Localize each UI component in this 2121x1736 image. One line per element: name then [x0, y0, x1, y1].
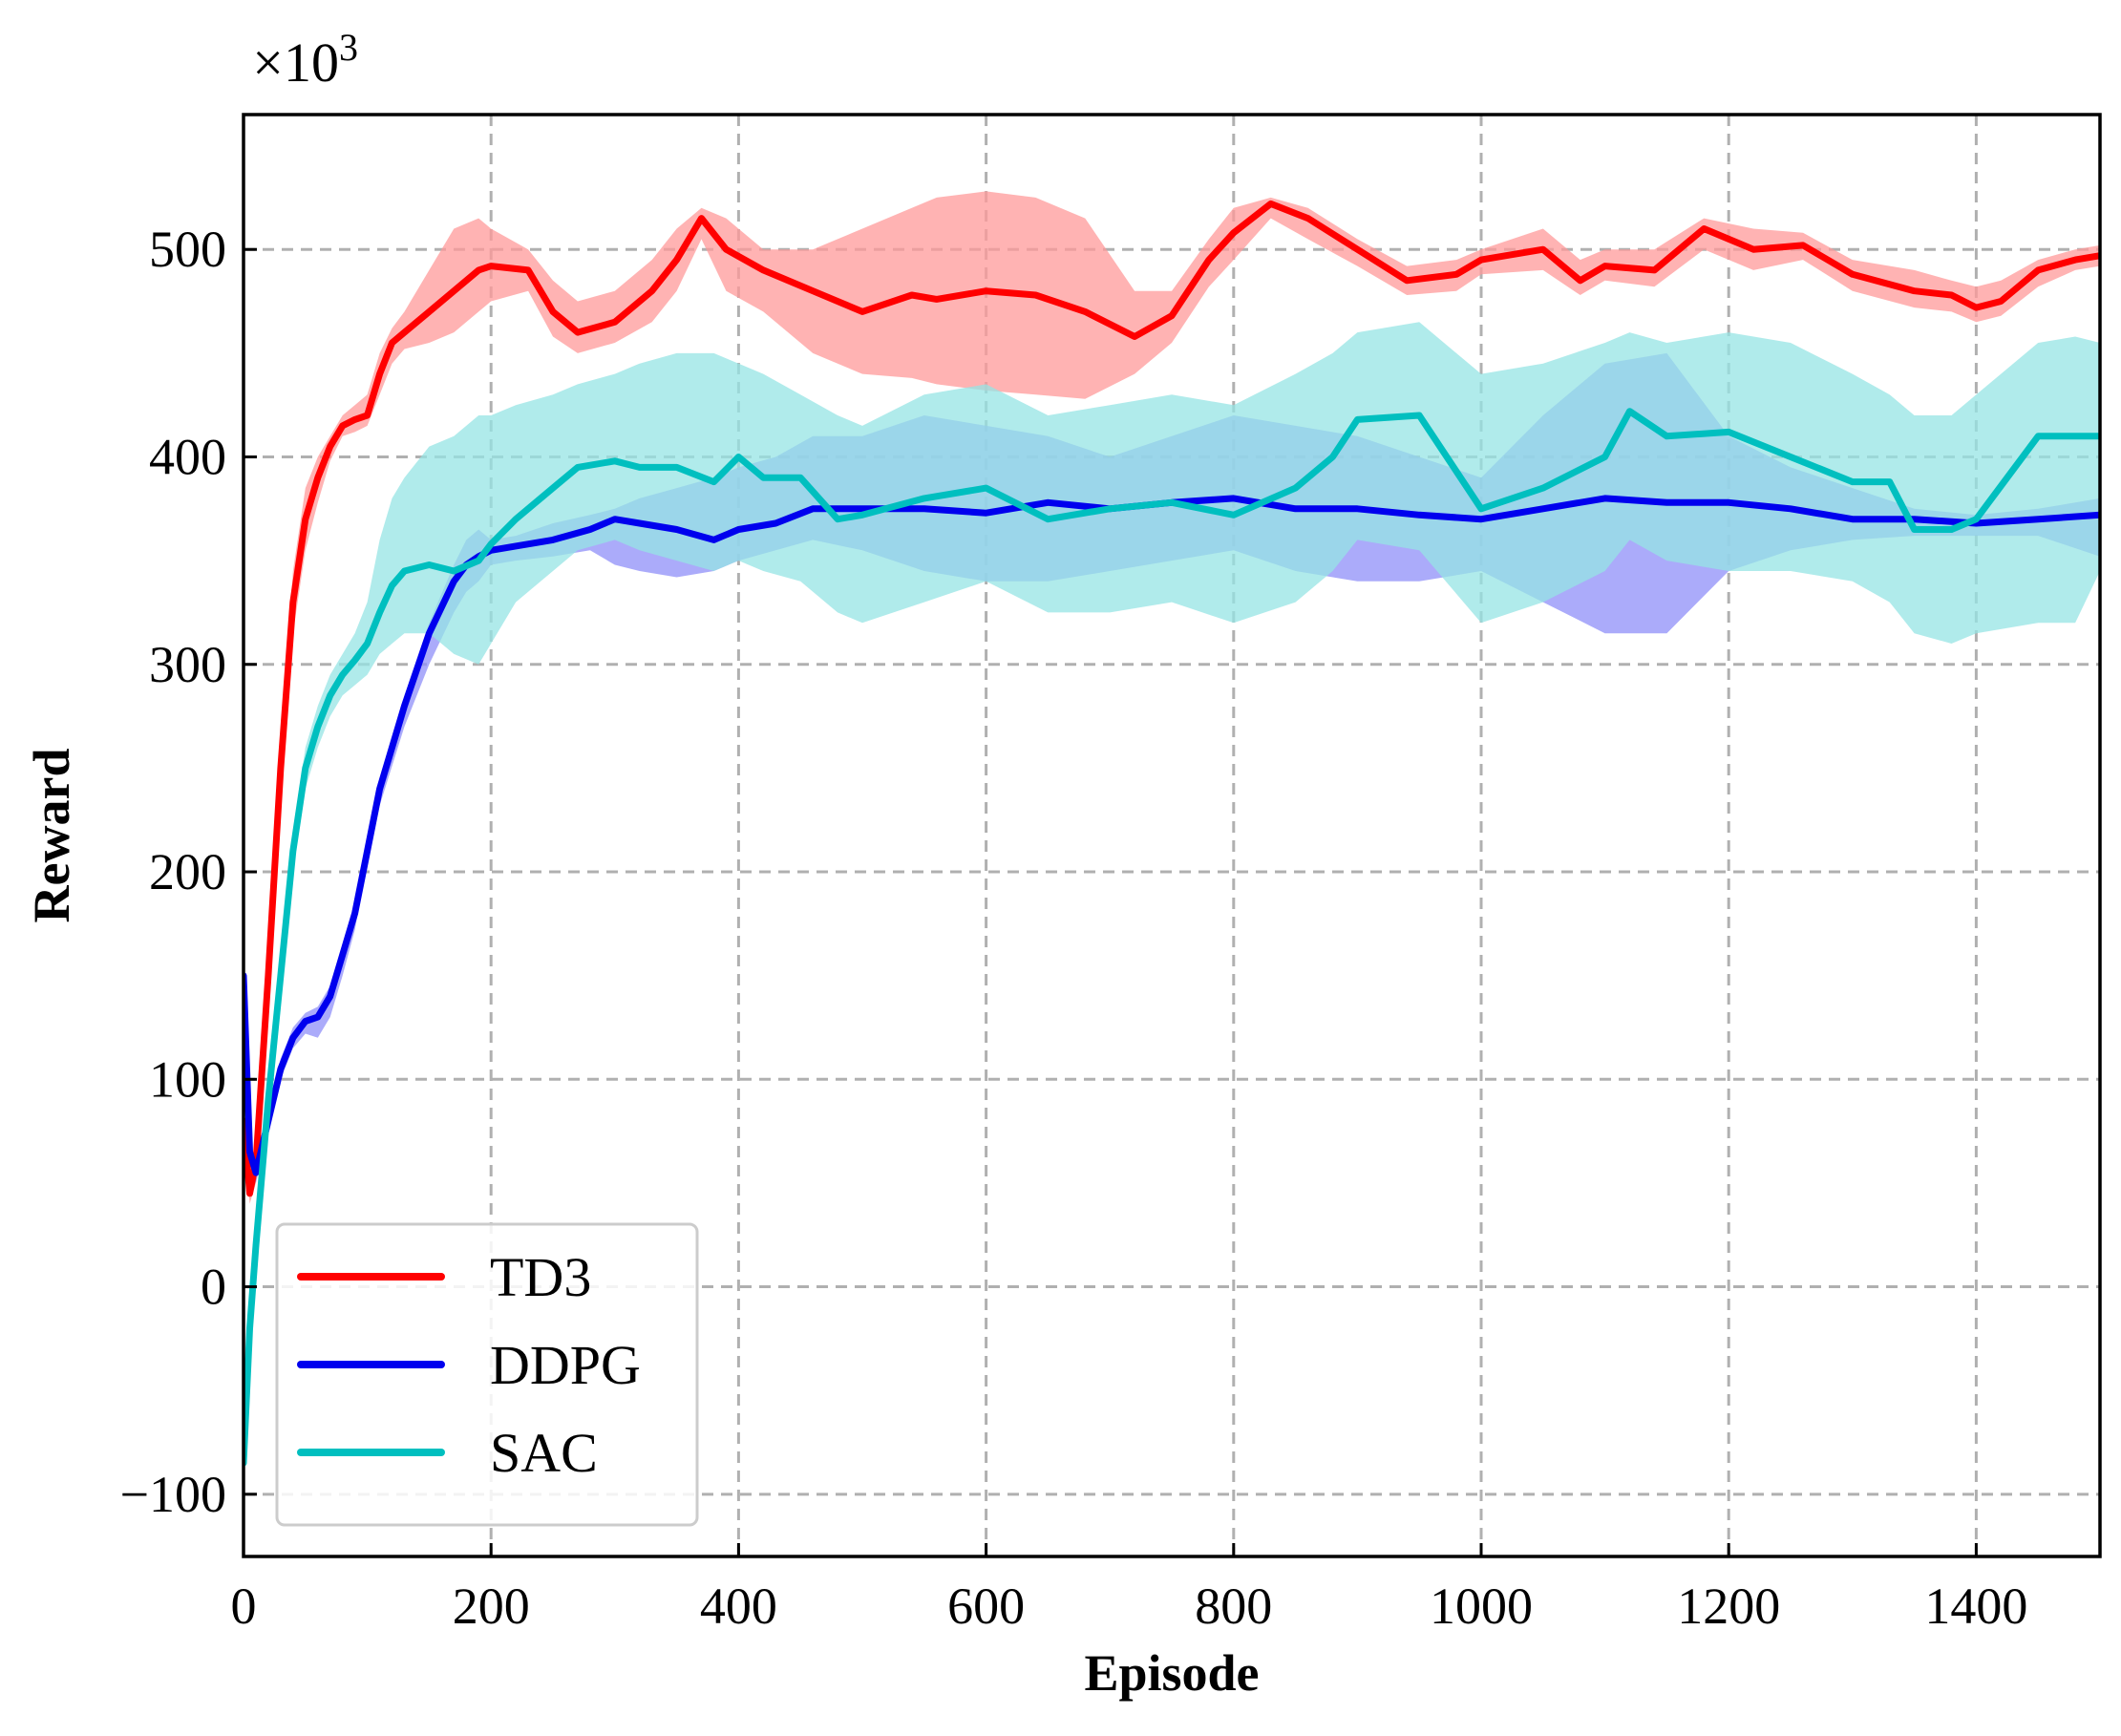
axis-ticks: 0 200 400 600 800 1000 1200 1400−10001002003004… — [120, 221, 2028, 1635]
y-tick-label: 500 — [149, 221, 226, 278]
y-tick-label: 100 — [149, 1050, 226, 1108]
x-tick-label: 0 — [231, 1577, 257, 1635]
y-tick-label: 0 — [201, 1259, 226, 1316]
x-tick-label: 800 — [1195, 1577, 1272, 1635]
x-tick-label: 200 — [453, 1577, 530, 1635]
x-tick-label: 1200 — [1677, 1577, 1780, 1635]
plot-frame — [242, 113, 2102, 1558]
y-axis-label: Reward — [23, 749, 80, 923]
legend-label-td3: TD3 — [490, 1246, 591, 1308]
y-tick-label: 200 — [149, 843, 226, 900]
x-tick-label: 600 — [947, 1577, 1025, 1635]
legend: TD3 DDPG SAC — [275, 1222, 699, 1527]
x-axis-label: Episode — [1084, 1644, 1259, 1702]
y-tick-label: −100 — [120, 1466, 226, 1523]
y-multiplier-label: ×103 — [252, 26, 358, 94]
sac-line — [244, 408, 2100, 1467]
ddpg-line — [244, 495, 2100, 1176]
x-tick-label: 1000 — [1430, 1577, 1533, 1635]
x-tick-label: 1400 — [1924, 1577, 2027, 1635]
y-tick-label: 400 — [149, 428, 226, 485]
y-tick-label: 300 — [149, 636, 226, 693]
legend-label-sac: SAC — [490, 1422, 598, 1484]
series-lines — [244, 200, 2100, 1467]
legend-label-ddpg: DDPG — [490, 1334, 641, 1396]
td3-line — [244, 200, 2100, 1197]
sac-band — [244, 322, 2100, 1474]
x-tick-label: 400 — [700, 1577, 777, 1635]
